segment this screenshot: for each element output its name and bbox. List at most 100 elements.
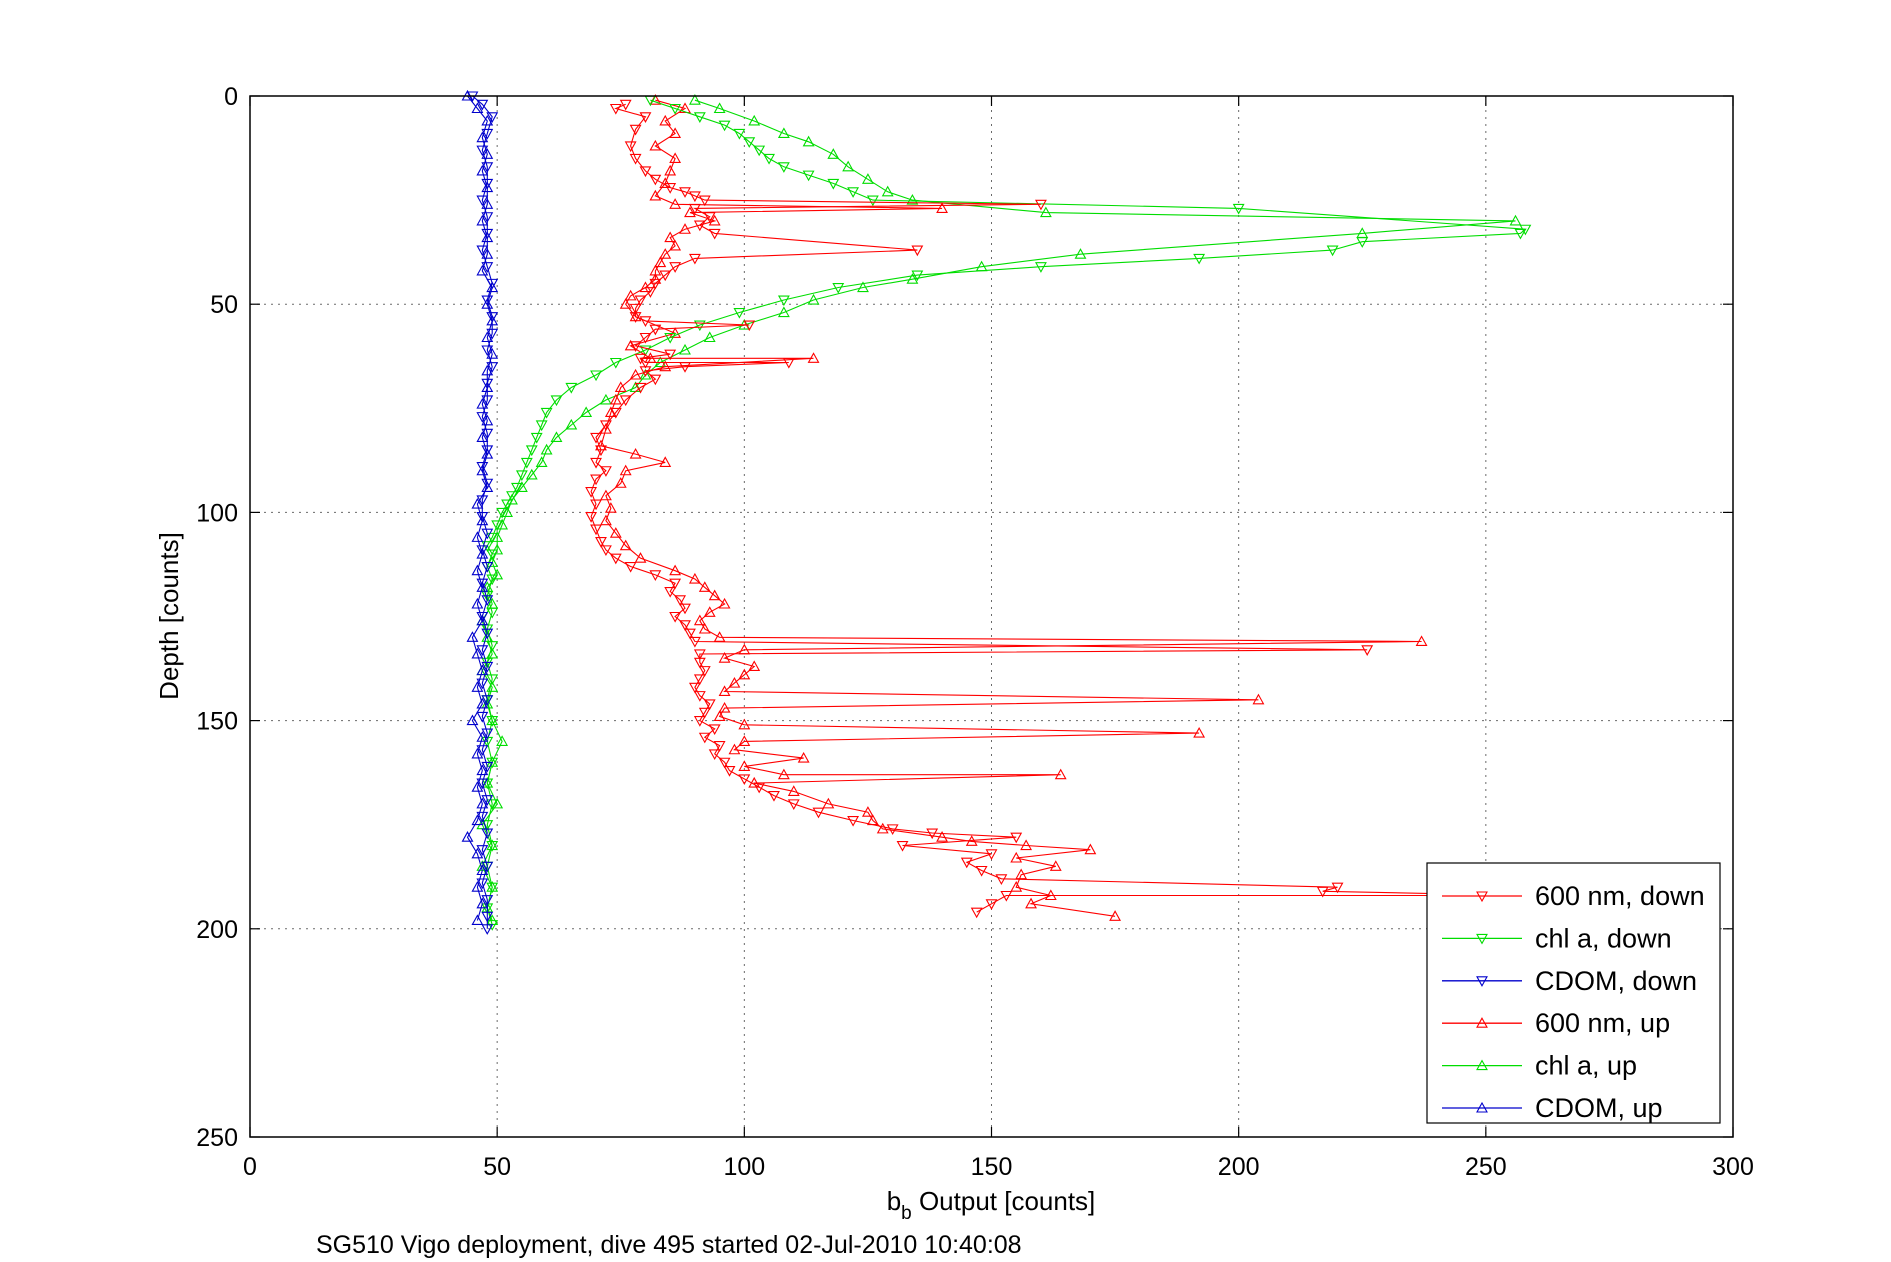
data-point [481, 628, 494, 640]
data-point [674, 595, 687, 606]
data-point [639, 345, 652, 357]
x-tick-label: 50 [483, 1153, 511, 1181]
series-cdom-up [461, 89, 499, 926]
data-point [486, 362, 499, 373]
data-point [669, 103, 682, 115]
data-point [664, 183, 677, 194]
data-point [1015, 868, 1028, 880]
data-point [609, 527, 622, 538]
data-point [476, 245, 489, 257]
data-point [842, 160, 855, 172]
data-point [777, 295, 790, 307]
data-point [649, 189, 662, 201]
legend-entry: chl a, down [1442, 923, 1672, 953]
series-line [481, 99, 1516, 921]
data-point [679, 362, 691, 373]
data-point [639, 357, 652, 369]
data-point [639, 316, 652, 327]
data-point [481, 428, 494, 440]
data-point [476, 398, 489, 409]
data-point [654, 256, 667, 268]
data-point [649, 324, 662, 336]
data-point [476, 811, 489, 823]
data-point [936, 831, 949, 842]
series-cdom-down [466, 91, 499, 935]
data-point [718, 685, 731, 697]
data-point [595, 536, 607, 548]
data-point [718, 701, 731, 713]
data-point [1193, 253, 1206, 265]
data-point [515, 470, 528, 482]
data-point [481, 661, 494, 673]
data-point [476, 495, 489, 507]
data-point [486, 532, 499, 544]
x-tick-label: 100 [723, 1153, 765, 1181]
data-point [639, 332, 652, 344]
data-point [698, 581, 711, 592]
data-point [713, 741, 726, 752]
data-point [476, 611, 489, 623]
data-point [481, 861, 494, 873]
data-point [629, 447, 642, 459]
data-point [609, 407, 622, 419]
data-point [471, 747, 484, 759]
data-point [634, 552, 647, 563]
x-axis-label: bb Output [counts] [887, 1186, 1096, 1224]
data-point [471, 914, 484, 926]
data-point [743, 137, 756, 148]
legend: 600 nm, down chl a, down CDOM, down 600 nm,… [1426, 862, 1721, 1124]
data-point [481, 231, 494, 243]
data-point [1252, 693, 1265, 705]
data-point [688, 253, 701, 265]
data-point [624, 289, 637, 301]
data-point [486, 674, 499, 686]
data-point [481, 128, 494, 140]
data-point [639, 368, 652, 380]
data-point [960, 857, 973, 869]
legend-label: CDOM, down [1535, 966, 1697, 996]
data-point [481, 298, 494, 309]
data-point [486, 607, 499, 619]
data-point [565, 382, 578, 394]
data-point [511, 482, 523, 494]
legend-label: chl a, down [1535, 923, 1672, 953]
data-point [481, 828, 494, 840]
data-point [599, 489, 612, 501]
data-point [471, 497, 484, 509]
data-point [975, 865, 988, 877]
data-point [1034, 199, 1047, 211]
data-point [486, 556, 499, 567]
data-point [491, 520, 504, 532]
data-point [693, 657, 706, 669]
data-point [827, 148, 840, 159]
legend-entry: CDOM, down [1442, 966, 1697, 996]
data-point [481, 911, 494, 923]
data-point [1074, 248, 1087, 259]
data-point [629, 153, 642, 165]
data-point [1193, 726, 1206, 738]
data-point [797, 751, 810, 763]
data-point [669, 327, 682, 338]
data-point [476, 581, 489, 592]
data-point [481, 795, 494, 806]
data-point [476, 462, 489, 473]
data-point [486, 799, 499, 811]
data-point [644, 287, 657, 298]
data-point [679, 187, 691, 198]
data-point [698, 622, 711, 634]
data-point [481, 364, 494, 376]
data-point [718, 652, 731, 663]
data-point [1356, 237, 1369, 248]
data-point [688, 203, 701, 215]
data-point [476, 431, 489, 442]
data-point [866, 195, 879, 207]
data-point [481, 561, 494, 573]
data-point [481, 895, 494, 906]
series-line [486, 99, 1527, 925]
series-line [472, 95, 493, 929]
data-point [619, 99, 632, 111]
data-point [476, 514, 489, 526]
data-point [466, 631, 479, 642]
data-point [525, 468, 538, 480]
